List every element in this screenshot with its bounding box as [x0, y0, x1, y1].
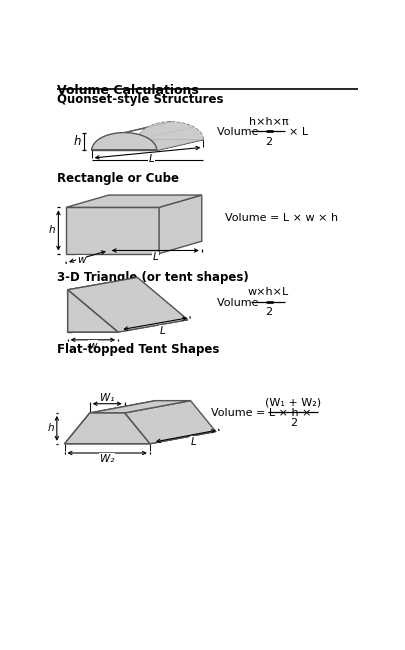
Text: L: L [149, 154, 154, 164]
Text: h: h [74, 310, 81, 320]
Polygon shape [90, 400, 190, 413]
Text: Volume  =: Volume = [217, 127, 279, 137]
Text: h×h×π: h×h×π [249, 116, 288, 127]
Polygon shape [92, 122, 203, 150]
Text: Volume = L × h ×: Volume = L × h × [211, 408, 315, 418]
Polygon shape [68, 278, 188, 332]
Text: W₁: W₁ [100, 393, 114, 402]
Polygon shape [125, 400, 216, 444]
Polygon shape [138, 122, 203, 140]
Text: Volume Calculations: Volume Calculations [57, 84, 198, 97]
Polygon shape [66, 195, 202, 207]
Text: h: h [74, 135, 81, 148]
Text: w: w [77, 255, 85, 265]
Text: L: L [152, 252, 158, 263]
Text: w: w [89, 341, 97, 351]
Text: 2: 2 [265, 307, 272, 317]
Polygon shape [64, 400, 156, 444]
Polygon shape [68, 320, 188, 332]
Text: × L: × L [289, 127, 309, 137]
Text: h: h [47, 423, 54, 434]
Polygon shape [92, 133, 157, 150]
Polygon shape [64, 413, 150, 444]
Polygon shape [159, 195, 202, 254]
Text: h: h [49, 226, 55, 235]
Text: w×h×L: w×h×L [248, 287, 289, 298]
Text: Volume = L × w × h: Volume = L × w × h [225, 213, 338, 223]
Text: 3-D Triangle (or tent shapes): 3-D Triangle (or tent shapes) [57, 270, 249, 283]
Polygon shape [66, 207, 159, 254]
Text: 2: 2 [290, 417, 297, 428]
Text: W₂: W₂ [100, 454, 114, 464]
Text: L: L [191, 437, 196, 447]
Text: 2: 2 [265, 136, 272, 146]
Text: L: L [159, 326, 165, 335]
Text: (W₁ + W₂): (W₁ + W₂) [265, 398, 321, 408]
Polygon shape [68, 290, 118, 332]
Polygon shape [92, 140, 203, 150]
Polygon shape [64, 432, 216, 444]
Text: Rectangle or Cube: Rectangle or Cube [57, 172, 179, 185]
Text: Flat-topped Tent Shapes: Flat-topped Tent Shapes [57, 343, 219, 356]
Text: Quonset-style Structures: Quonset-style Structures [57, 94, 223, 107]
Text: Volume  =: Volume = [217, 298, 279, 308]
